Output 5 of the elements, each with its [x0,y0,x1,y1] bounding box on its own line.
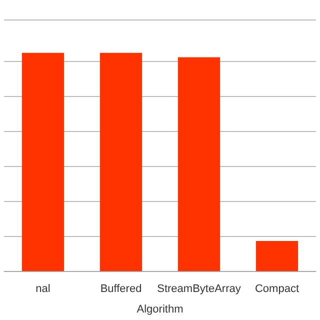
x-tick-label: StreamByteArray [157,283,242,296]
x-tick-label: nal [36,283,50,296]
x-tick-label: Compact [254,283,300,296]
x-axis-title: Algorithm [136,303,184,316]
x-tick-label: Buffered [100,283,142,296]
